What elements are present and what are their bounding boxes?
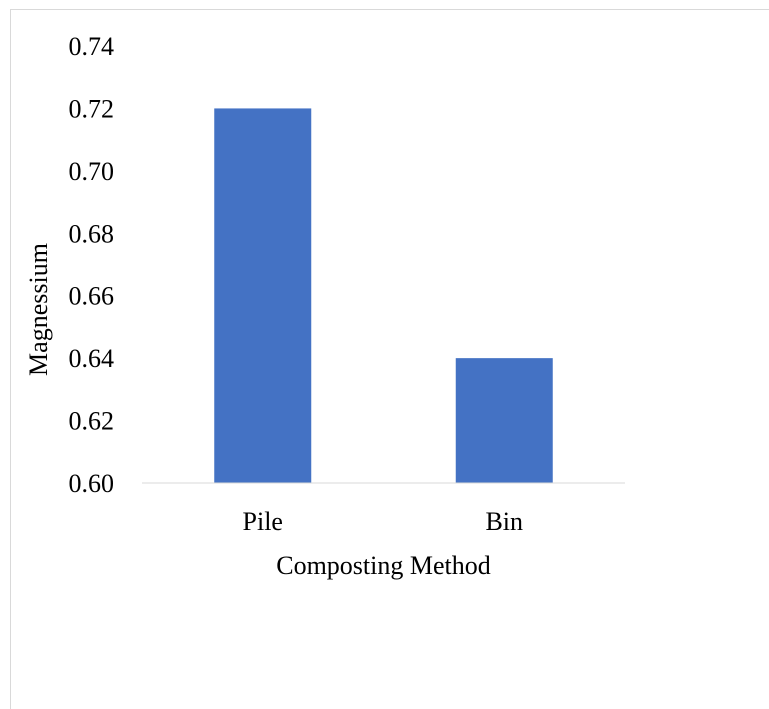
y-tick-label: 0.72: [69, 94, 115, 123]
chart-frame: [10, 9, 769, 709]
y-axis-title: Magnessium: [24, 243, 53, 376]
x-tick-label: Bin: [485, 507, 523, 536]
y-tick-label: 0.64: [69, 344, 115, 373]
y-axis-ticks: 0.60 0.62 0.64 0.66 0.68 0.70 0.72 0.74: [69, 32, 115, 498]
x-axis-title: Composting Method: [276, 551, 491, 580]
y-tick-label: 0.70: [69, 157, 115, 186]
bar-bin: [455, 358, 553, 483]
y-tick-label: 0.60: [69, 469, 115, 498]
bar-pile: [214, 108, 312, 483]
y-tick-label: 0.66: [69, 282, 115, 311]
y-tick-label: 0.62: [69, 407, 115, 436]
x-axis-ticks: Pile Bin: [243, 507, 524, 536]
y-tick-label: 0.74: [69, 32, 115, 61]
bars: [214, 108, 553, 483]
y-tick-label: 0.68: [69, 219, 115, 248]
x-tick-label: Pile: [243, 507, 283, 536]
